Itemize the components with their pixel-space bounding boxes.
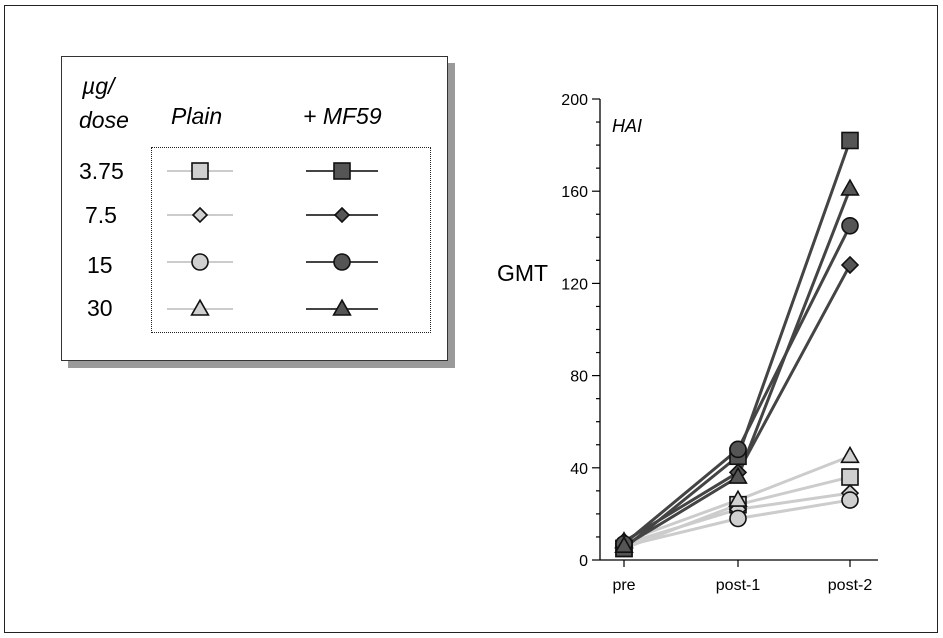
series-point: [614, 535, 634, 553]
series-point: [840, 255, 860, 275]
series-point: [840, 178, 860, 196]
series-point: [840, 445, 860, 464]
y-tick-label: 0: [579, 553, 588, 570]
series-point: [728, 466, 748, 484]
chart-axes: 0 40 80 120 160 200 pre post-1 post-2: [561, 92, 878, 594]
legend-dose-375: 3.75: [79, 158, 124, 184]
x-tick-label: pre: [612, 577, 635, 594]
legend-mf59-square-marker: [333, 162, 351, 180]
legend-dose-30: 30: [87, 295, 113, 321]
x-tick-label: post-2: [828, 577, 873, 594]
legend-plain-triangle-marker: [190, 298, 210, 316]
legend-mf59-circle-marker: [333, 253, 351, 271]
legend-box: µg/ dose Plain + MF59 3.75 7.5 15 30: [61, 56, 448, 361]
legend-mf59-diamond-marker: [333, 206, 351, 224]
legend-plain-header: Plain: [171, 103, 223, 129]
legend-plain-diamond-marker: [191, 206, 209, 224]
series-lines: [623, 139, 852, 550]
legend-plain-square-marker: [191, 162, 209, 180]
series-point: [728, 489, 748, 507]
legend-mf59-triangle-marker: [332, 298, 352, 316]
series-point: [841, 216, 859, 235]
y-tick-label: 160: [561, 184, 588, 201]
series-point: [729, 440, 747, 459]
legend-dose-header-line2: dose: [79, 107, 129, 133]
legend-plain-circle-marker: [191, 253, 209, 271]
figure-frame: [4, 5, 938, 633]
series-point: [841, 131, 859, 150]
y-tick-label: 80: [570, 369, 588, 386]
series-point: [729, 509, 747, 528]
series-point: [841, 491, 859, 509]
x-tick-label: post-1: [716, 577, 761, 594]
panel-label-hai: HAI: [612, 116, 642, 136]
legend-symbol-box: [151, 147, 431, 333]
legend-symbols: [167, 162, 378, 316]
y-tick-label: 120: [561, 276, 588, 293]
legend-dose-15: 15: [87, 252, 113, 278]
series-point: [841, 468, 859, 486]
y-tick-label: 40: [570, 461, 588, 478]
y-tick-label: 200: [561, 92, 588, 109]
legend-mf59-header: + MF59: [303, 103, 382, 129]
legend-dose-75: 7.5: [85, 202, 117, 228]
legend-dose-header-line1: µg/: [82, 73, 115, 99]
series-markers: [614, 131, 860, 558]
series-line: [623, 139, 852, 550]
